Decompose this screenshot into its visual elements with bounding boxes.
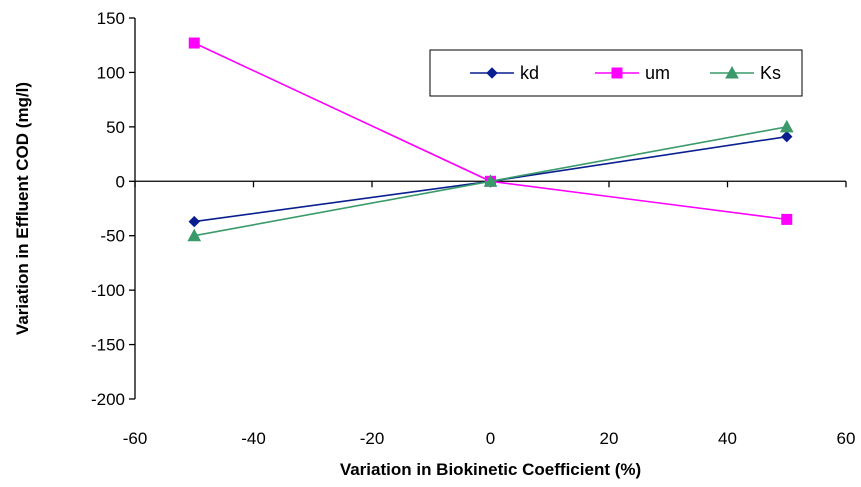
x-tick-label: 0	[486, 429, 495, 448]
x-tick-label: 60	[837, 429, 856, 448]
x-tick-label: 20	[600, 429, 619, 448]
legend-marker-um	[611, 67, 623, 79]
data-point-Ks	[483, 174, 498, 187]
x-tick-label: 40	[718, 429, 737, 448]
x-tick-label: -40	[241, 429, 266, 448]
y-tick-label: -100	[91, 281, 125, 300]
series-layer	[187, 37, 794, 242]
data-point-Ks	[187, 228, 202, 242]
series-Ks	[187, 119, 794, 242]
data-point-um	[188, 37, 200, 49]
y-tick-label: 0	[116, 172, 125, 191]
legend-label-Ks: Ks	[760, 63, 781, 83]
x-tick-label: -20	[360, 429, 385, 448]
y-tick-label: -200	[91, 390, 125, 409]
legend-marker-Ks	[725, 65, 739, 79]
x-axis-title: Variation in Biokinetic Coefficient (%)	[340, 460, 641, 479]
data-point-um	[781, 213, 793, 225]
data-point-kd	[781, 130, 793, 143]
y-tick-label: 150	[97, 9, 125, 28]
y-axis-title: Variation in Effluent COD (mg/l)	[13, 82, 32, 335]
legend-marker-kd	[486, 67, 498, 79]
x-tick-label: -60	[123, 429, 148, 448]
data-point-Ks	[779, 119, 794, 133]
y-tick-label: -150	[91, 336, 125, 355]
y-tick-label: 50	[106, 118, 125, 137]
y-tick-label: -50	[100, 227, 125, 246]
y-tick-label: 100	[97, 63, 125, 82]
legend-label-um: um	[645, 63, 670, 83]
legend-label-kd: kd	[520, 63, 539, 83]
data-point-kd	[188, 215, 200, 228]
legend: kd um Ks	[429, 49, 803, 97]
